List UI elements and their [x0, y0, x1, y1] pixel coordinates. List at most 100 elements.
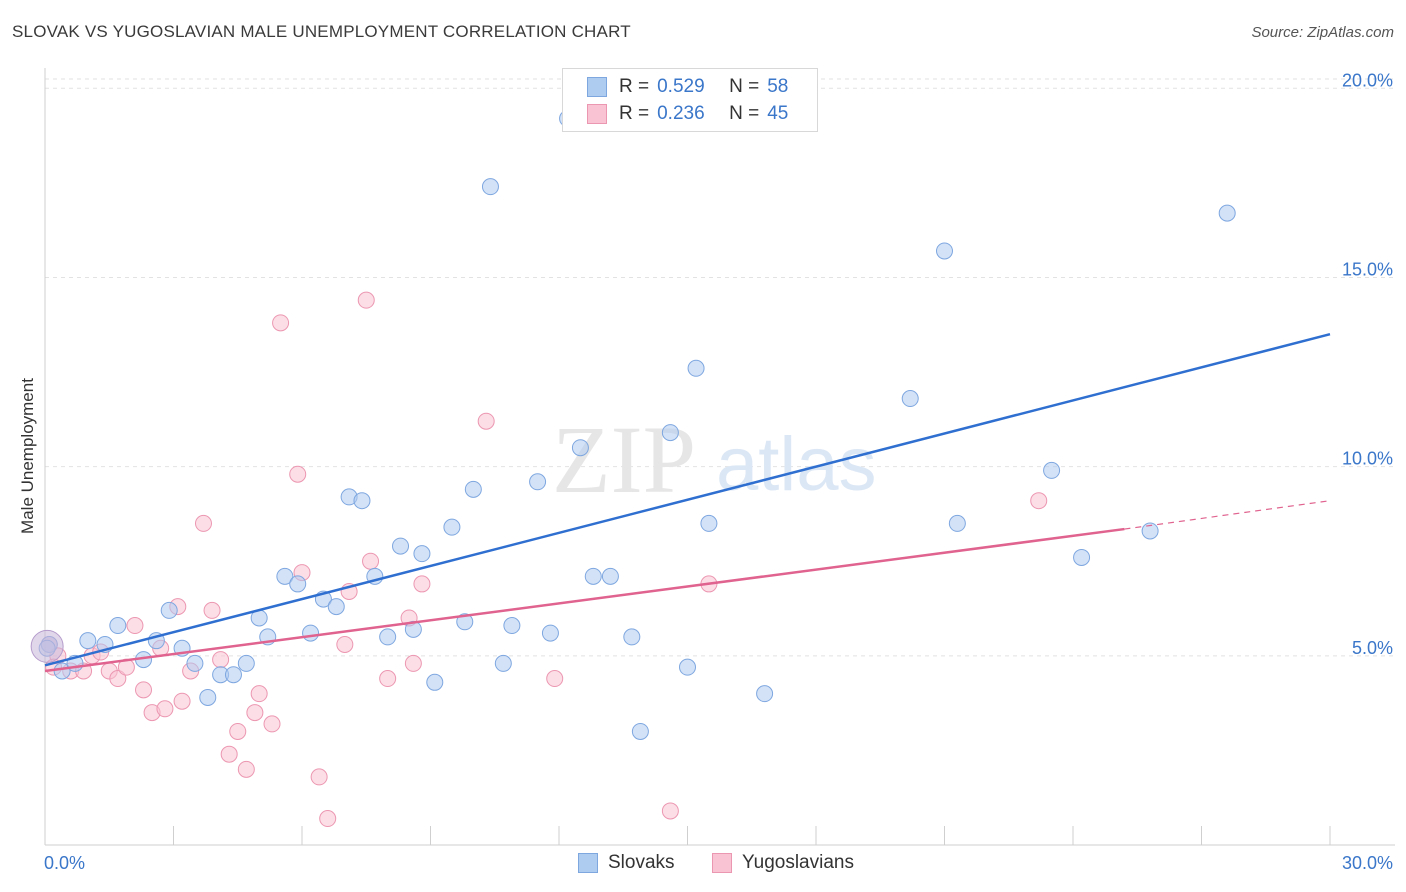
slovaks-point: [700, 514, 718, 532]
yugoslavians-point: [250, 685, 268, 703]
x-tick-label: 0.0%: [44, 853, 85, 873]
slovaks-point: [601, 567, 619, 585]
slovaks-point: [186, 654, 204, 672]
slovaks-point: [503, 617, 521, 635]
yugoslavians-point: [404, 654, 422, 672]
yugoslavians-point: [126, 617, 144, 635]
legend-row-slovaks: R = 0.529 N = 58: [587, 75, 788, 99]
legend-n-value: 58: [767, 76, 789, 97]
x-tick-label: 30.0%: [1342, 853, 1393, 873]
slovaks-point: [276, 567, 294, 585]
slovaks-point: [584, 567, 602, 585]
yugoslavians-point: [109, 670, 127, 688]
slovaks-point: [481, 178, 499, 196]
yugoslavians-point: [203, 601, 221, 619]
slovaks-point: [199, 688, 217, 706]
slovaks-point: [379, 628, 397, 646]
legend-n-value: 45: [767, 103, 789, 124]
bottom-legend-yugoslavians: Yugoslavians: [712, 852, 854, 874]
y-tick-label: 20.0%: [1342, 70, 1393, 90]
bottom-legend-label: Yugoslavians: [742, 852, 854, 873]
slovaks-point: [160, 601, 178, 619]
slovaks-point: [464, 480, 482, 498]
slovaks-point: [529, 473, 547, 491]
y-tick-label: 5.0%: [1352, 638, 1393, 658]
slovaks-point: [426, 673, 444, 691]
slovaks-point: [687, 359, 705, 377]
y-tick-label: 15.0%: [1342, 259, 1393, 279]
y-tick-label: 10.0%: [1342, 449, 1393, 469]
yugoslavians-point: [661, 802, 679, 820]
yugoslavians-point: [289, 465, 307, 483]
yugoslavians-point: [220, 745, 238, 763]
yugoslavians-trendline: [44, 527, 1125, 673]
legend-n-label: N =: [729, 103, 760, 124]
source-label: Source: ZipAtlas.com: [1251, 24, 1394, 41]
slovaks-point: [413, 545, 431, 563]
yugoslavians-point: [357, 291, 375, 309]
yugoslavians-point: [413, 575, 431, 593]
yugoslavians-point: [272, 314, 290, 332]
yugoslavians-point: [135, 681, 153, 699]
bottom-legend-label: Slovaks: [608, 852, 675, 873]
slovaks-point: [237, 654, 255, 672]
slovaks-point: [1073, 548, 1091, 566]
yugoslavians-point: [237, 760, 255, 778]
yugoslavians-point: [229, 722, 247, 740]
yugoslavians-point: [194, 514, 212, 532]
yugoslavians-point: [1030, 492, 1048, 510]
slovaks-point: [661, 424, 679, 442]
slovaks-point: [327, 598, 345, 616]
slovaks-point: [631, 722, 649, 740]
slovaks-point: [289, 575, 307, 593]
slovaks-point: [302, 624, 320, 642]
slovaks-point: [1141, 522, 1159, 540]
slovaks-point: [1218, 204, 1236, 222]
yugoslavians-point: [379, 670, 397, 688]
slovaks-point: [936, 242, 953, 260]
legend-swatch-pink: [587, 104, 607, 124]
yugoslavians-point: [156, 700, 174, 718]
legend-row-yugoslavians: R = 0.236 N = 45: [587, 102, 788, 126]
y-axis-label: Male Unemployment: [18, 378, 37, 534]
legend-swatch-blue: [587, 77, 607, 97]
legend-r-value: 0.529: [657, 76, 705, 97]
legend-n-label: N =: [729, 76, 760, 97]
slovaks-point: [1043, 461, 1061, 479]
slovaks-point: [571, 439, 589, 457]
yugoslavians-trendline-extension: [1124, 500, 1331, 530]
slovaks-point: [948, 514, 966, 532]
slovaks-point: [353, 492, 371, 510]
slovaks-point: [541, 624, 559, 642]
legend-r-value: 0.236: [657, 103, 705, 124]
bottom-legend-slovaks: Slovaks: [578, 852, 675, 874]
slovaks-point: [224, 666, 242, 684]
slovaks-point: [494, 654, 512, 672]
slovaks-point: [79, 632, 97, 650]
slovaks-point: [392, 537, 410, 555]
slovaks-point: [901, 390, 919, 408]
yugoslavians-point: [362, 552, 380, 570]
watermark-atlas: atlas: [716, 422, 877, 507]
yugoslavians-point: [319, 810, 337, 828]
chart-title: SLOVAK VS YUGOSLAVIAN MALE UNEMPLOYMENT …: [12, 22, 631, 41]
slovaks-point: [623, 628, 641, 646]
yugoslavians-point: [212, 651, 230, 669]
slovaks-point: [456, 613, 474, 631]
cluster-point: [30, 629, 64, 663]
slovaks-point: [679, 658, 696, 676]
yugoslavians-point: [310, 768, 328, 786]
yugoslavians-point: [173, 692, 191, 710]
slovaks-point: [443, 518, 461, 536]
slovaks-trendline: [44, 332, 1331, 667]
legend-r-label: R =: [619, 76, 650, 97]
yugoslavians-point: [263, 715, 281, 733]
legend: R = 0.529 N = 58 R = 0.236 N = 45: [562, 68, 818, 132]
yugoslavians-point: [246, 704, 264, 722]
yugoslavians-point: [336, 635, 354, 653]
slovaks-point: [109, 617, 127, 635]
slovaks-point: [756, 685, 774, 703]
yugoslavians-point: [477, 412, 495, 430]
bottom-legend-swatch-blue: [578, 853, 598, 873]
